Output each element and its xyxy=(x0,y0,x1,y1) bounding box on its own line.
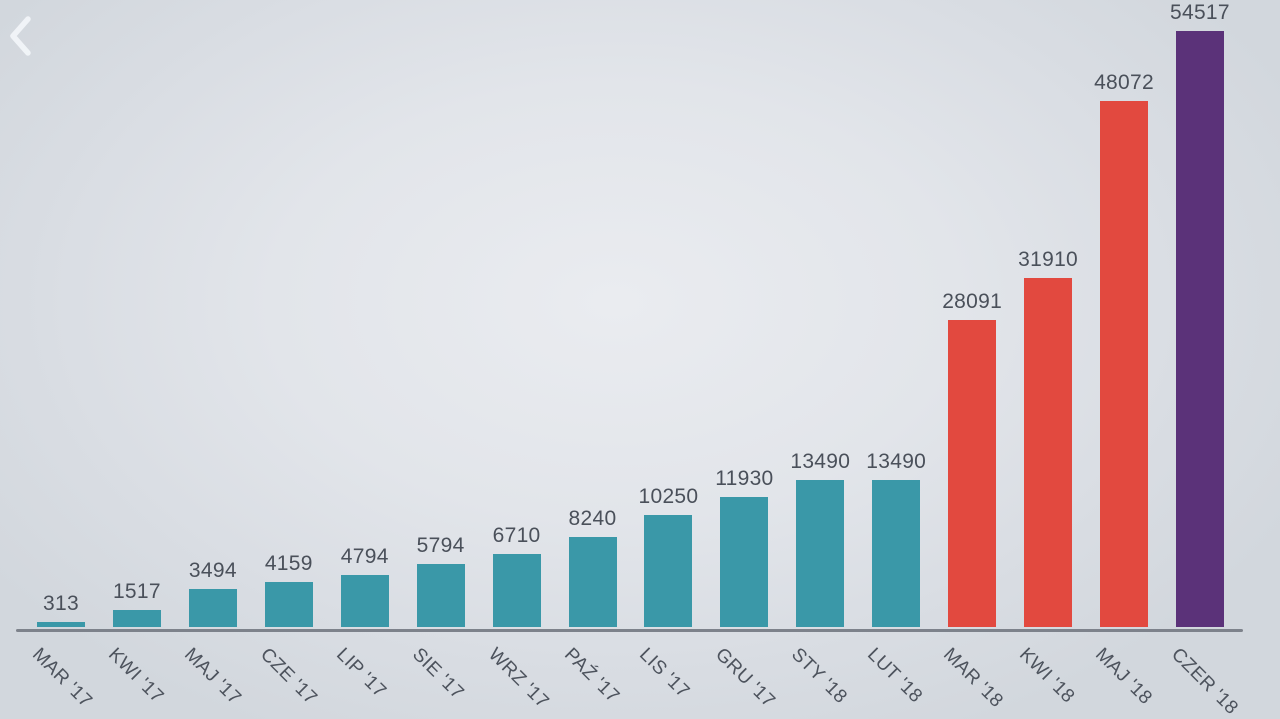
bar-value-label: 1517 xyxy=(112,580,161,603)
x-axis-tick-label: STY '18 xyxy=(787,644,852,708)
bar-value-label: 313 xyxy=(43,592,79,615)
x-axis-tick-label: LIS '17 xyxy=(635,644,694,703)
bar xyxy=(1175,31,1224,627)
x-axis-line xyxy=(16,629,1243,632)
bar xyxy=(416,564,465,627)
x-axis-tick-label: WRZ '17 xyxy=(483,644,553,713)
x-axis-tick-label: LIP '17 xyxy=(331,644,390,702)
bar xyxy=(1024,278,1073,627)
bar xyxy=(948,320,997,627)
bar-value-label: 4159 xyxy=(264,552,313,575)
bar xyxy=(112,610,161,627)
bar xyxy=(720,497,769,627)
bar xyxy=(644,515,693,627)
bar xyxy=(492,554,541,627)
bar-value-label: 6710 xyxy=(492,524,541,547)
x-axis-tick-label: SIE '17 xyxy=(407,644,468,704)
x-axis-tick-label: MAR '17 xyxy=(28,644,97,712)
bar xyxy=(568,537,617,627)
bar xyxy=(796,480,845,627)
bar-value-label: 13490 xyxy=(790,450,851,473)
bar-value-label: 31910 xyxy=(1018,248,1079,271)
bar-value-label: 48072 xyxy=(1094,71,1154,94)
bar-value-label: 4794 xyxy=(340,545,389,568)
x-axis-tick-label: PAŹ '17 xyxy=(559,644,623,708)
bar xyxy=(188,589,237,627)
bar xyxy=(1100,101,1149,627)
x-axis-tick-label: KWI '17 xyxy=(104,644,168,708)
bar-value-label: 54517 xyxy=(1169,1,1230,24)
x-axis-tick-label: KWI '18 xyxy=(1015,644,1079,708)
x-axis-tick-label: CZE '17 xyxy=(255,644,321,709)
bar-value-label: 11930 xyxy=(715,467,774,490)
x-axis-tick-label: MAR '18 xyxy=(939,644,1008,712)
bar-value-label: 10250 xyxy=(638,485,699,508)
x-axis-tick-label: CZER '18 xyxy=(1167,644,1243,719)
bar-value-label: 8240 xyxy=(568,507,617,530)
bar xyxy=(340,575,389,627)
x-axis-tick-label: LUT '18 xyxy=(863,644,927,708)
bar-value-label: 5794 xyxy=(416,534,465,557)
bar xyxy=(872,480,921,627)
bar-value-label: 28091 xyxy=(942,290,1003,313)
bar xyxy=(264,582,313,627)
x-axis-tick-label: GRU '17 xyxy=(711,644,780,712)
chevron-left-icon xyxy=(10,16,31,56)
carousel-previous-button[interactable] xyxy=(2,10,38,62)
bar-value-label: 3494 xyxy=(188,559,237,582)
bar xyxy=(37,622,85,627)
x-axis-tick-label: MAJ '17 xyxy=(180,644,245,709)
x-axis-tick-label: MAJ '18 xyxy=(1091,644,1157,709)
bar-value-label: 13490 xyxy=(866,450,927,473)
